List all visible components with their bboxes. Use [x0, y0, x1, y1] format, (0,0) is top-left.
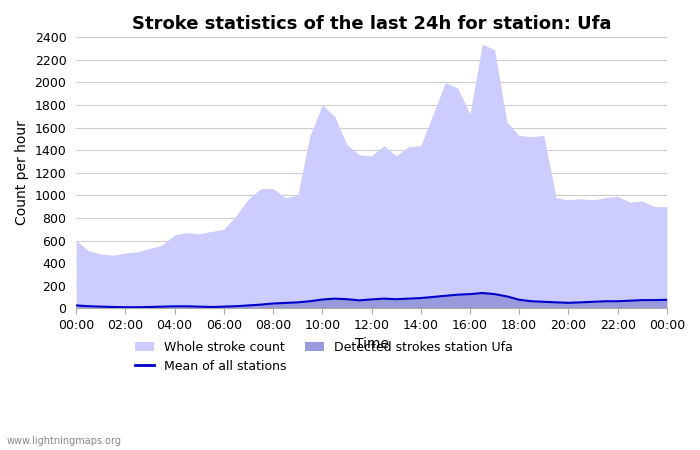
Text: www.lightningmaps.org: www.lightningmaps.org [7, 436, 122, 446]
X-axis label: Time: Time [354, 337, 388, 351]
Legend: Whole stroke count, Mean of all stations, Detected strokes station Ufa: Whole stroke count, Mean of all stations… [130, 336, 518, 378]
Title: Stroke statistics of the last 24h for station: Ufa: Stroke statistics of the last 24h for st… [132, 15, 611, 33]
Y-axis label: Count per hour: Count per hour [15, 120, 29, 225]
